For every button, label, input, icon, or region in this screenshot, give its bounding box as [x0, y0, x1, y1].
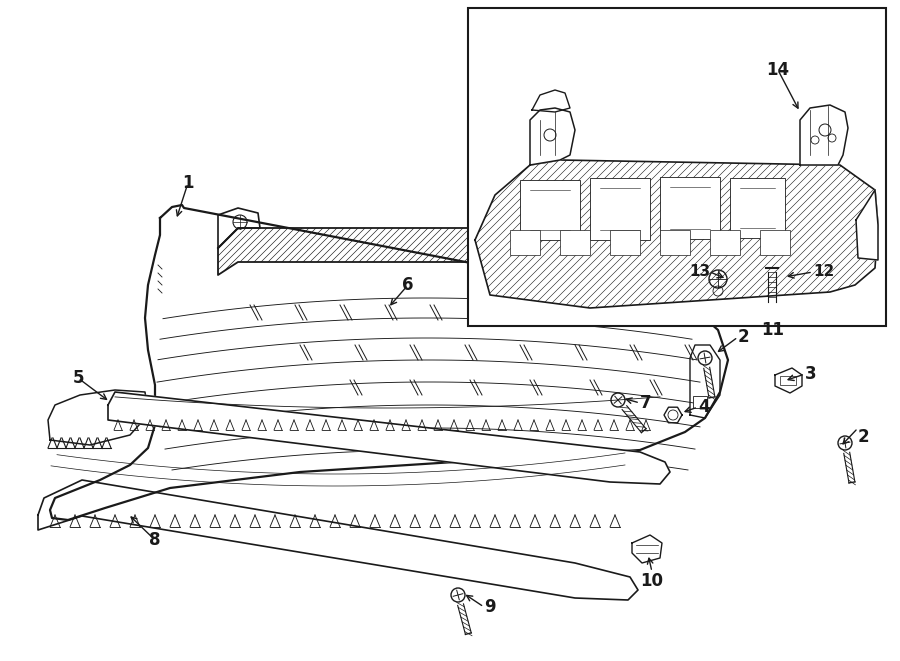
- Text: 1: 1: [182, 174, 194, 192]
- Bar: [660, 177, 720, 239]
- Text: 12: 12: [813, 264, 834, 280]
- Text: 5: 5: [72, 369, 84, 387]
- Text: 4: 4: [698, 398, 709, 416]
- Text: 11: 11: [761, 321, 785, 339]
- Polygon shape: [856, 190, 878, 260]
- Text: 7: 7: [640, 394, 652, 412]
- Text: 6: 6: [402, 276, 414, 294]
- Polygon shape: [108, 392, 670, 484]
- Bar: [780, 376, 796, 385]
- Polygon shape: [532, 90, 570, 112]
- Text: 2: 2: [858, 428, 869, 446]
- Bar: [730, 178, 785, 238]
- Bar: [468, 8, 886, 326]
- Text: 14: 14: [767, 61, 789, 79]
- Bar: [510, 230, 540, 255]
- Bar: [760, 230, 790, 255]
- Polygon shape: [218, 228, 690, 275]
- Polygon shape: [50, 205, 728, 520]
- Polygon shape: [800, 105, 848, 165]
- Polygon shape: [690, 345, 720, 418]
- Text: 10: 10: [641, 572, 663, 590]
- Polygon shape: [38, 480, 638, 600]
- Bar: [610, 230, 640, 255]
- Polygon shape: [645, 248, 712, 278]
- Text: 3: 3: [805, 365, 816, 383]
- Polygon shape: [775, 368, 802, 393]
- Bar: [560, 230, 590, 255]
- Bar: [710, 230, 740, 255]
- Bar: [520, 180, 580, 240]
- Text: 2: 2: [738, 328, 750, 346]
- Polygon shape: [530, 108, 575, 165]
- Text: 9: 9: [484, 598, 496, 616]
- Bar: [693, 396, 707, 408]
- Polygon shape: [475, 160, 878, 308]
- Polygon shape: [48, 390, 148, 445]
- Bar: [660, 230, 690, 255]
- Text: 8: 8: [149, 531, 161, 549]
- Text: 13: 13: [688, 264, 710, 280]
- Polygon shape: [218, 208, 260, 248]
- Bar: [590, 178, 650, 240]
- Polygon shape: [632, 535, 662, 563]
